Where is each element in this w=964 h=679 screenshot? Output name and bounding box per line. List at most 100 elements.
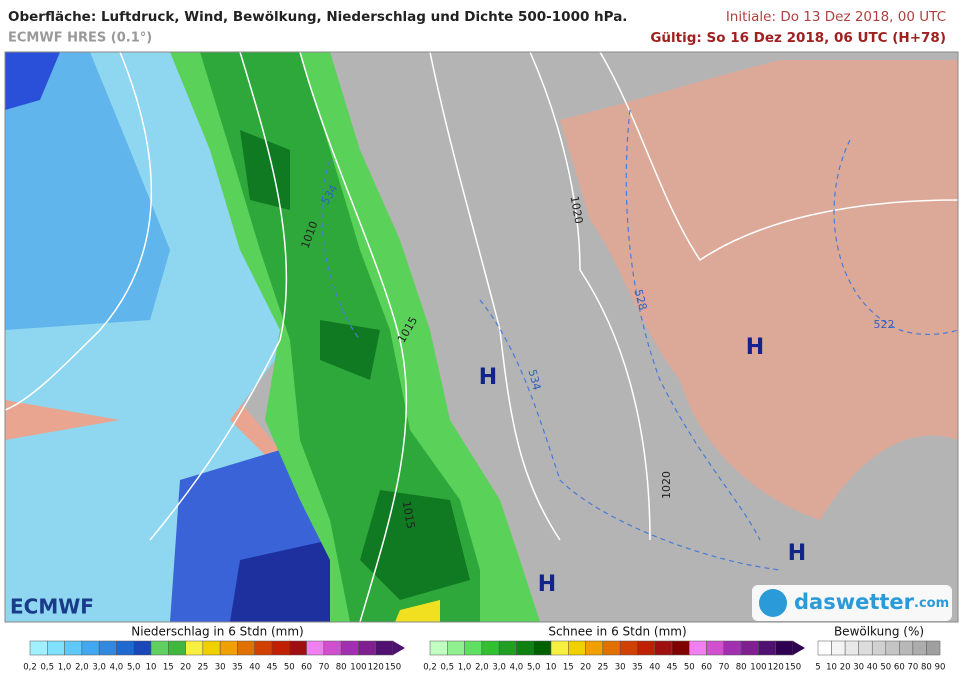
legend-tick: 25 <box>597 663 608 673</box>
map-label: 1020 <box>660 471 673 499</box>
legend-swatch <box>254 640 273 656</box>
legend-swatch <box>81 640 100 656</box>
legend-swatch <box>871 640 887 656</box>
legend-swatch <box>150 640 169 656</box>
legend-title: Niederschlag in 6 Stdn (mm) <box>131 625 304 639</box>
legend-tick: 5 <box>815 663 820 673</box>
legend-swatch <box>671 640 690 656</box>
legend-swatch <box>447 640 465 656</box>
logo-name: daswetter <box>794 590 915 614</box>
legend-tick: 5,0 <box>127 663 141 673</box>
legend-tick: 50 <box>284 663 295 673</box>
model: ECMWF HRES (0.1°) <box>8 31 152 46</box>
legend-tick: 120 <box>368 663 384 673</box>
legend-tick: 4,0 <box>510 663 524 673</box>
legend-swatch <box>654 640 673 656</box>
map-label: 1015 <box>400 500 418 530</box>
legend-tick: 120 <box>768 663 784 673</box>
legend-arrow <box>793 641 805 655</box>
legend-swatch <box>133 640 152 656</box>
legend-swatch <box>323 640 342 656</box>
map-label: 522 <box>874 318 895 331</box>
legend-tick: 3,0 <box>492 663 506 673</box>
logo-ecmwf: ECMWF <box>10 595 94 619</box>
legend-swatch <box>689 640 707 656</box>
legend-swatch <box>289 640 307 656</box>
legend-tick: 150 <box>785 663 801 673</box>
legend-swatch <box>516 640 534 656</box>
legend-swatch <box>885 640 900 656</box>
legend-tick: 45 <box>267 663 278 673</box>
legend-swatch <box>47 640 65 656</box>
legend-swatch <box>271 640 290 656</box>
legend-tick: 30 <box>615 663 626 673</box>
legend-tick: 100 <box>350 663 366 673</box>
legend-swatch <box>926 640 941 656</box>
legend-swatch <box>775 640 794 656</box>
legend-swatch <box>844 640 859 656</box>
logo-daswetter: daswetter.com <box>794 590 949 614</box>
legend-tick: 10 <box>146 663 157 673</box>
legend-swatch <box>899 640 914 656</box>
legend-swatch <box>706 640 725 656</box>
legend-swatch <box>237 640 255 656</box>
legend-tick: 20 <box>580 663 591 673</box>
legend-swatch <box>637 640 655 656</box>
init-time: Initiale: Do 13 Dez 2018, 00 UTC <box>726 9 946 25</box>
legend-tick: 40 <box>649 663 660 673</box>
legend-swatch <box>568 640 586 656</box>
legend-swatch <box>817 640 832 656</box>
legend-title: Schnee in 6 Stdn (mm) <box>548 625 686 639</box>
legend-swatch <box>185 640 204 656</box>
legend-tick: 40 <box>867 663 878 673</box>
legend-tick: 3,0 <box>92 663 106 673</box>
legend-swatch <box>29 640 48 656</box>
legend-swatch <box>481 640 500 656</box>
map <box>4 51 959 623</box>
legend-tick: 0,5 <box>441 663 455 673</box>
legend-tick: 30 <box>215 663 226 673</box>
legend-tick: 25 <box>197 663 208 673</box>
legend-arrow <box>393 641 405 655</box>
logo-icon <box>759 589 787 617</box>
map-label: H <box>788 541 806 566</box>
legend-tick: 20 <box>180 663 191 673</box>
legend-tick: 35 <box>632 663 643 673</box>
legend-tick: 70 <box>318 663 329 673</box>
legend-swatch <box>375 640 394 656</box>
legend-tick: 15 <box>563 663 574 673</box>
legend-tick: 50 <box>684 663 695 673</box>
legend-tick: 40 <box>249 663 260 673</box>
legend-swatch <box>168 640 186 656</box>
legend-swatch <box>464 640 483 656</box>
title: Oberfläche: Luftdruck, Wind, Bewölkung, … <box>8 9 627 25</box>
logo-suffix: .com <box>914 596 949 611</box>
legend-swatch <box>498 640 517 656</box>
map-label: H <box>479 365 497 390</box>
legend-swatch <box>912 640 927 656</box>
legend-swatch <box>740 640 759 656</box>
legend-swatch <box>585 640 604 656</box>
legend-swatch <box>858 640 873 656</box>
legend-tick: 60 <box>301 663 312 673</box>
legend-tick: 1,0 <box>58 663 72 673</box>
legend-swatch <box>340 640 359 656</box>
legend-title: Bewölkung (%) <box>834 625 924 639</box>
legend-tick: 1,0 <box>458 663 472 673</box>
legend-swatch <box>98 640 117 656</box>
legend-tick: 30 <box>853 663 864 673</box>
legend-swatch <box>64 640 83 656</box>
legend-tick: 100 <box>750 663 766 673</box>
legend-tick: 15 <box>163 663 174 673</box>
legend-tick: 45 <box>667 663 678 673</box>
legend-tick: 4,0 <box>110 663 124 673</box>
legend-swatch <box>116 640 134 656</box>
legend-swatch <box>758 640 776 656</box>
map-label: 528 <box>631 288 649 312</box>
legend-swatch <box>619 640 638 656</box>
legend-swatch <box>306 640 325 656</box>
map-label: 534 <box>525 368 543 392</box>
legend-tick: 60 <box>701 663 712 673</box>
legend-swatch <box>723 640 742 656</box>
